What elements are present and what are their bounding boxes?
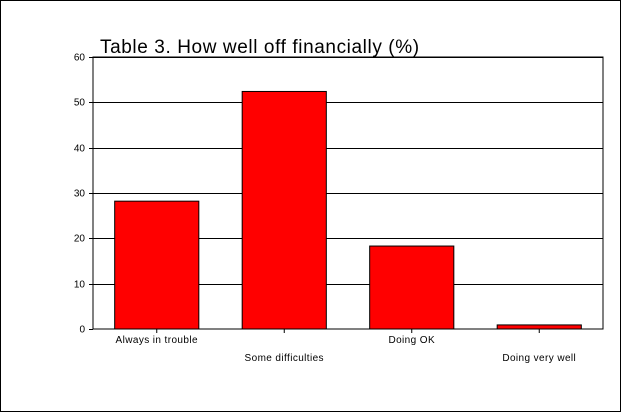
y-tick-label: 40: [74, 144, 86, 155]
bar: [496, 324, 582, 330]
y-tick-label: 20: [74, 234, 86, 245]
y-tick-label: 0: [79, 325, 85, 336]
chart-title: Table 3. How well off financially (%): [100, 37, 420, 58]
x-tick-label: Some difficulties: [245, 353, 324, 364]
y-tick-label: 10: [74, 280, 86, 291]
bar: [114, 200, 200, 330]
x-tick-label: Doing very well: [502, 353, 576, 364]
x-tick-label: Doing OK: [388, 335, 435, 346]
y-tick-label: 30: [74, 189, 86, 200]
bar: [241, 90, 327, 330]
x-tick-label: Always in trouble: [116, 335, 198, 346]
y-tick-label: 60: [74, 53, 86, 64]
y-tick-label: 50: [74, 98, 86, 109]
bar: [369, 245, 455, 330]
